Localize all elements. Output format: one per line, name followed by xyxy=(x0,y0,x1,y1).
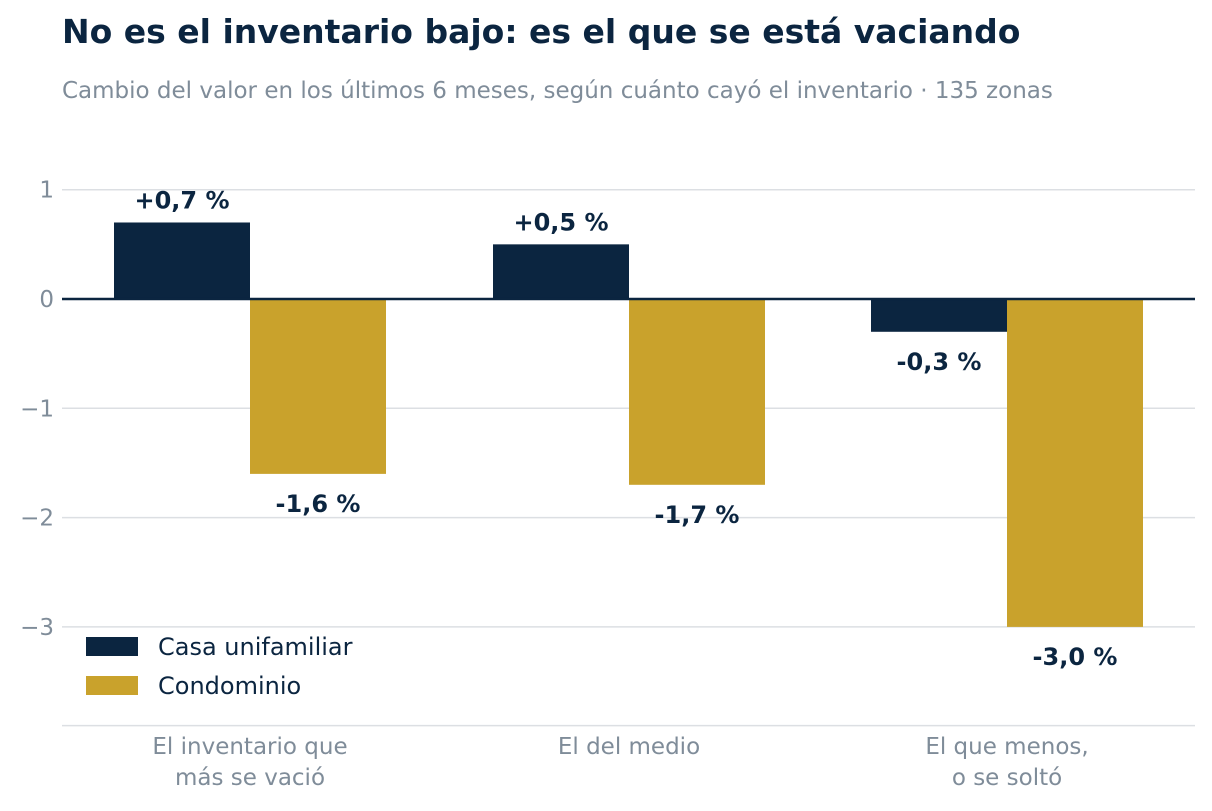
y-tick-label: 1 xyxy=(39,178,54,204)
bar xyxy=(871,299,1007,332)
data-label: -1,6 % xyxy=(276,490,361,518)
legend-label: Casa unifamiliar xyxy=(158,633,353,661)
data-label: +0,7 % xyxy=(134,186,229,214)
data-label: +0,5 % xyxy=(513,208,608,236)
legend-label: Condominio xyxy=(158,672,301,700)
y-tick-label: 0 xyxy=(39,287,54,313)
data-label: -1,7 % xyxy=(655,501,740,529)
legend-swatch xyxy=(86,676,138,695)
x-category-label: El inventario que xyxy=(152,734,347,760)
y-tick-label: −1 xyxy=(20,396,54,422)
y-tick-label: −2 xyxy=(20,506,54,532)
y-tick-label: −3 xyxy=(20,615,54,641)
y-axis-ticks: 1 0 −1 −2 −3 xyxy=(20,178,54,641)
x-category-label: o se soltó xyxy=(952,765,1062,791)
legend: Casa unifamiliar Condominio xyxy=(86,633,353,700)
x-category-label: El del medio xyxy=(558,734,700,760)
legend-swatch xyxy=(86,637,138,656)
x-category-label: más se vació xyxy=(175,765,325,791)
bar xyxy=(250,299,386,474)
bars xyxy=(114,222,1143,627)
data-label: -3,0 % xyxy=(1033,643,1118,671)
chart-title: No es el inventario bajo: es el que se e… xyxy=(62,12,1021,51)
chart-subtitle: Cambio del valor en los últimos 6 meses,… xyxy=(62,78,1053,104)
bar xyxy=(629,299,765,485)
data-labels: +0,7 % +0,5 % -0,3 % -1,6 % -1,7 % -3,0 % xyxy=(134,186,1117,670)
data-label: -0,3 % xyxy=(897,348,982,376)
bar xyxy=(114,222,250,299)
bar xyxy=(493,244,629,299)
x-category-label: El que menos, xyxy=(925,734,1088,760)
bar xyxy=(1007,299,1143,627)
x-axis: El inventario que más se vació El del medi… xyxy=(62,724,1195,791)
gridlines xyxy=(62,188,1195,628)
